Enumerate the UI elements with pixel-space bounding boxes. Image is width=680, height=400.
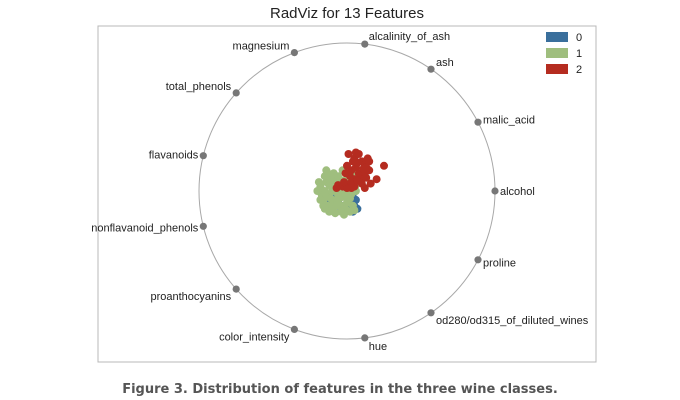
anchor-point (474, 118, 482, 126)
class-1-point (340, 210, 348, 219)
class-1-point (326, 194, 335, 203)
anchor-label: od280/od315_of_diluted_wines (436, 315, 589, 327)
anchor-label: flavanoids (149, 149, 199, 161)
class-1-point (332, 201, 341, 210)
class-2-point (348, 157, 357, 166)
legend-label: 2 (576, 64, 582, 76)
anchor-point (232, 285, 240, 293)
anchor-label: total_phenols (166, 81, 232, 93)
anchor-point (361, 334, 369, 342)
anchor-point (427, 309, 435, 317)
legend-swatch (546, 48, 568, 58)
anchor-label: color_intensity (219, 331, 290, 343)
legend-label: 0 (576, 32, 582, 44)
class-2-point (341, 169, 350, 178)
class-1-point (325, 207, 334, 216)
class-2-point (362, 173, 371, 182)
legend-swatch (546, 32, 568, 42)
anchor-point (361, 40, 369, 48)
anchor-label: alcohol (500, 186, 535, 198)
anchor-point (474, 256, 482, 264)
class-1-point (346, 207, 354, 216)
class-1-point (316, 195, 325, 204)
class-2-point (360, 184, 369, 192)
class-2-point (380, 161, 388, 170)
legend-label: 1 (576, 48, 582, 60)
class-1-point (347, 190, 356, 198)
class-2-point (340, 178, 348, 187)
anchor-label: proline (483, 258, 516, 270)
anchor-label: proanthocyanins (150, 291, 231, 303)
class-1-point (322, 166, 331, 175)
class-1-point (331, 209, 340, 218)
legend-swatch (546, 64, 568, 74)
class-2-point (347, 184, 356, 192)
radviz-chart: RadViz for 13 Features alcohol malic_acid… (91, 5, 597, 363)
feature-anchors: alcohol malic_acid ash alcalinity_of_ashmag… (91, 31, 589, 353)
anchor-label: alcalinity_of_ash (369, 31, 450, 43)
figure-caption: Figure 3. Distribution of features in th… (122, 382, 558, 397)
class-2-point (366, 179, 375, 188)
class-2-point (344, 150, 353, 158)
class-2-point (351, 148, 360, 157)
anchor-point (199, 222, 207, 230)
anchor-point (232, 89, 240, 97)
anchor-point (290, 325, 298, 333)
class-1-point (329, 169, 338, 178)
class-2-point (353, 176, 362, 185)
anchor-label: nonflavanoid_phenols (91, 223, 199, 235)
anchor-point (290, 49, 298, 57)
class-1-point (313, 187, 322, 195)
chart-title: RadViz for 13 Features (270, 5, 424, 22)
legend: 0 1 2 (546, 32, 582, 76)
class-2-point (332, 184, 341, 192)
class-2-point (372, 175, 381, 184)
anchor-label: malic_acid (483, 114, 535, 126)
class-2-point (343, 161, 351, 170)
anchor-label: hue (369, 341, 387, 353)
data-points (313, 148, 388, 219)
anchor-label: magnesium (233, 41, 290, 53)
class-2-point (365, 157, 374, 166)
anchor-label: ash (436, 57, 454, 69)
anchor-point (491, 187, 499, 195)
class-1-point (314, 178, 323, 187)
anchor-point (199, 152, 207, 160)
anchor-point (427, 65, 435, 73)
class-2-point (359, 164, 368, 173)
